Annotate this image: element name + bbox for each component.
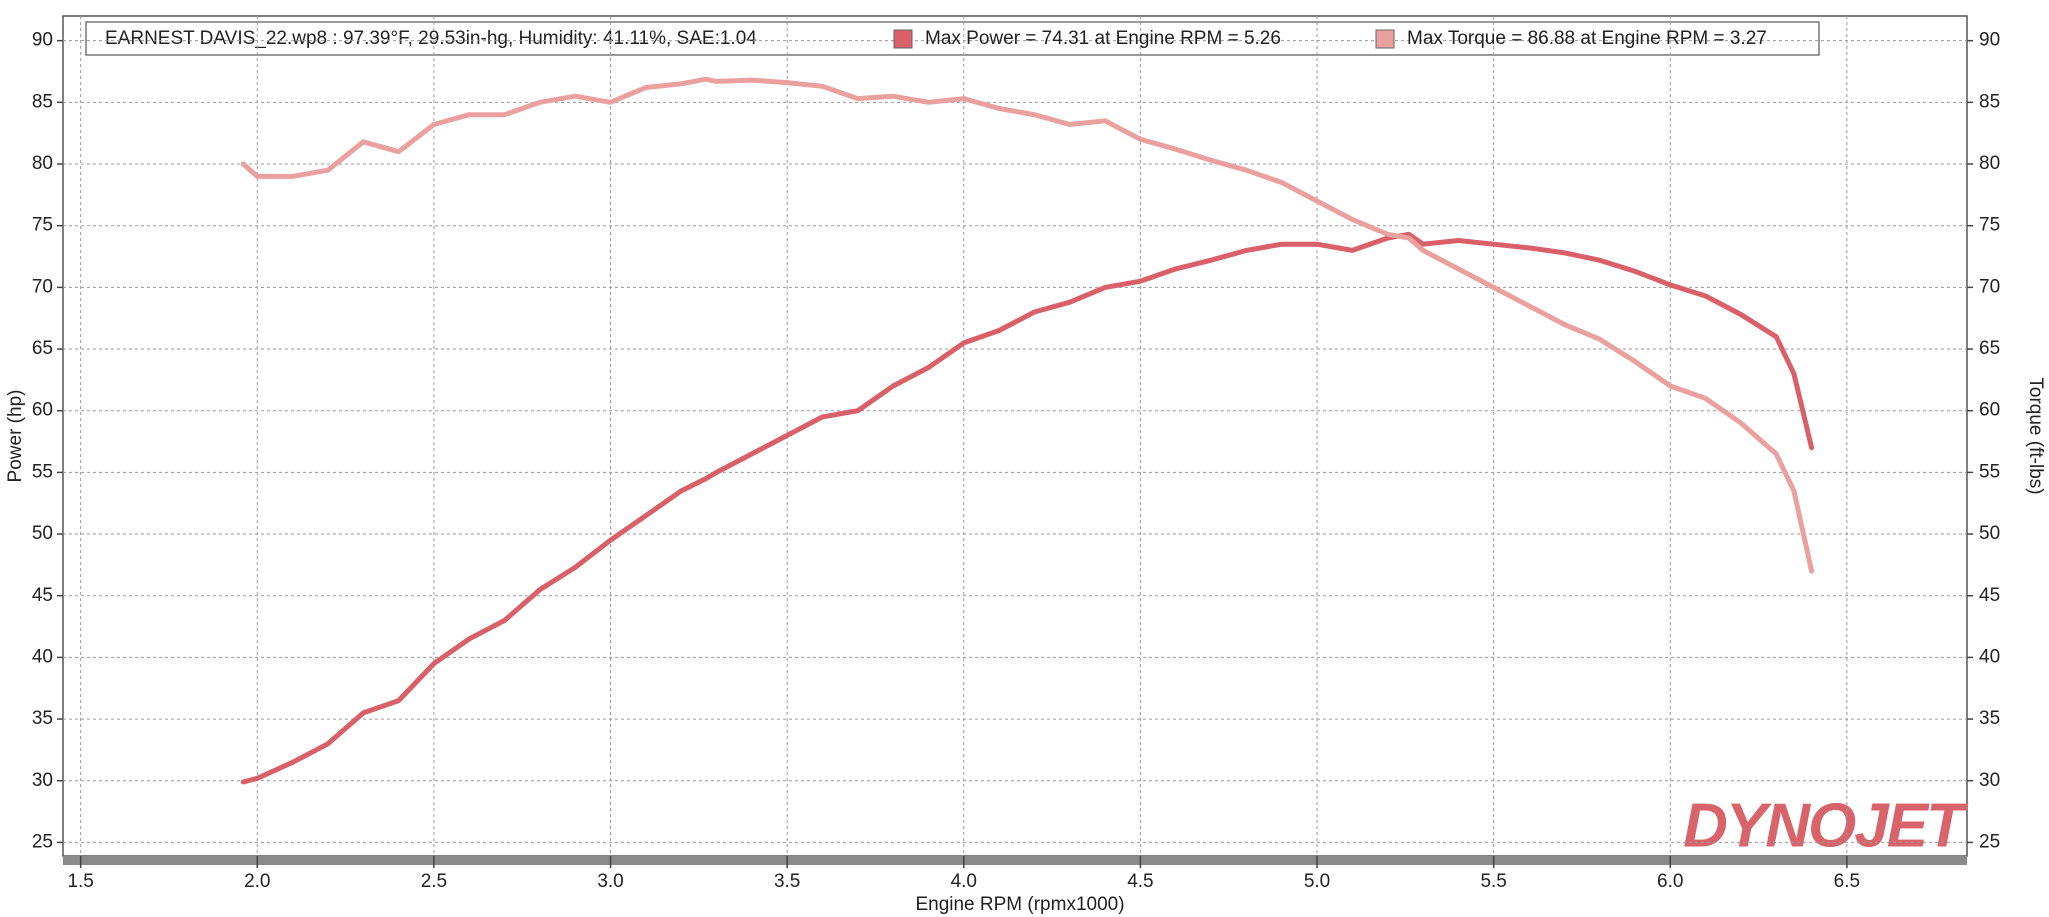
y-tick-label: 70 bbox=[32, 276, 53, 297]
x-tick-label: 4.0 bbox=[951, 871, 977, 892]
legend-box bbox=[85, 21, 1820, 56]
axis-band bbox=[63, 856, 1967, 865]
x-tick-label: 5.5 bbox=[1480, 871, 1506, 892]
y-tick-label: 85 bbox=[32, 91, 53, 112]
y2-tick-label: 80 bbox=[1979, 153, 2000, 174]
y-tick-label: 80 bbox=[32, 153, 53, 174]
y-axis-title: Power (hp) bbox=[5, 390, 26, 483]
y-tick-label: 35 bbox=[32, 708, 53, 729]
x-tick-label: 6.5 bbox=[1834, 871, 1860, 892]
legend-swatch bbox=[1375, 29, 1395, 49]
y2-tick-label: 55 bbox=[1979, 461, 2000, 482]
y2-tick-label: 40 bbox=[1979, 646, 2000, 667]
legend-swatch bbox=[893, 29, 913, 49]
x-tick-label: 1.5 bbox=[67, 871, 93, 892]
logo: DYNOJET bbox=[1683, 791, 1969, 860]
y2-tick-label: 85 bbox=[1979, 91, 2000, 112]
x-axis-title: Engine RPM (rpmx1000) bbox=[915, 894, 1124, 915]
y2-tick-label: 35 bbox=[1979, 708, 2000, 729]
chart-title: EARNEST DAVIS_22.wp8 : 97.39°F, 29.53in-… bbox=[105, 28, 757, 49]
x-tick-label: 3.5 bbox=[774, 871, 800, 892]
y2-tick-label: 25 bbox=[1979, 831, 2000, 852]
legend-label: Max Torque = 86.88 at Engine RPM = 3.27 bbox=[1407, 28, 1767, 49]
y2-tick-label: 75 bbox=[1979, 215, 2000, 236]
y2-tick-label: 60 bbox=[1979, 400, 2000, 421]
y-tick-label: 50 bbox=[32, 523, 53, 544]
x-tick-label: 3.0 bbox=[597, 871, 623, 892]
x-tick-label: 6.0 bbox=[1657, 871, 1683, 892]
y2-axis-title: Torque (ft-lbs) bbox=[2025, 377, 2046, 494]
y-tick-label: 60 bbox=[32, 400, 53, 421]
y-tick-label: 65 bbox=[32, 338, 53, 359]
series-line bbox=[240, 76, 1815, 574]
x-tick-label: 2.5 bbox=[421, 871, 447, 892]
y2-tick-label: 30 bbox=[1979, 770, 2000, 791]
y2-tick-label: 45 bbox=[1979, 585, 2000, 606]
y-tick-label: 90 bbox=[32, 30, 53, 51]
series-line bbox=[240, 231, 1815, 785]
y2-tick-label: 90 bbox=[1979, 30, 2000, 51]
y-tick-label: 30 bbox=[32, 770, 53, 791]
x-tick-label: 4.5 bbox=[1127, 871, 1153, 892]
y-tick-label: 55 bbox=[32, 461, 53, 482]
y-tick-label: 75 bbox=[32, 215, 53, 236]
y-tick-label: 25 bbox=[32, 831, 53, 852]
y2-tick-label: 50 bbox=[1979, 523, 2000, 544]
y2-tick-label: 65 bbox=[1979, 338, 2000, 359]
legend-label: Max Power = 74.31 at Engine RPM = 5.26 bbox=[925, 28, 1281, 49]
y-tick-label: 45 bbox=[32, 585, 53, 606]
x-tick-label: 5.0 bbox=[1304, 871, 1330, 892]
y2-tick-label: 70 bbox=[1979, 276, 2000, 297]
plot-area bbox=[62, 15, 1968, 857]
x-tick-label: 2.0 bbox=[244, 871, 270, 892]
y-tick-label: 40 bbox=[32, 646, 53, 667]
